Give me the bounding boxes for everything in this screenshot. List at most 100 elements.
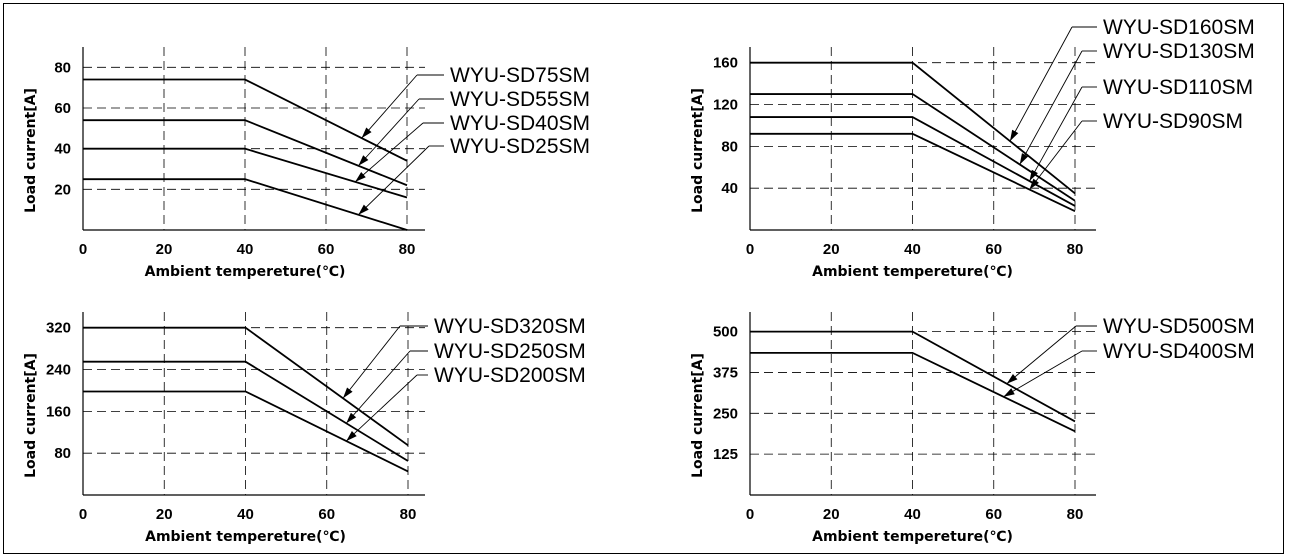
y-tick-label: 375 bbox=[713, 364, 738, 381]
x-tick-label: 20 bbox=[823, 506, 840, 523]
arrowhead bbox=[1029, 178, 1039, 190]
y-tick-label: 80 bbox=[54, 445, 71, 462]
leader-line bbox=[342, 325, 401, 399]
series-line bbox=[750, 330, 1076, 423]
y-axis-label: Load current[A] bbox=[690, 88, 706, 213]
series-line bbox=[83, 78, 408, 162]
x-tick-label: 40 bbox=[904, 506, 921, 523]
leader-line bbox=[1019, 50, 1083, 165]
legend-label: WYU-SD110SM bbox=[1103, 76, 1253, 99]
y-tick-label: 40 bbox=[721, 180, 738, 197]
x-axis-label: Ambient tempereture(℃) bbox=[812, 529, 1013, 545]
legend-label: WYU-SD90SM bbox=[1103, 110, 1243, 133]
legend-label: WYU-SD400SM bbox=[1103, 340, 1255, 363]
arrowhead bbox=[361, 127, 372, 139]
leader-line bbox=[361, 74, 418, 139]
arrowhead bbox=[346, 412, 357, 424]
arrowhead bbox=[346, 431, 357, 442]
x-tick-label: 0 bbox=[79, 241, 87, 258]
y-axis-label: Load current[A] bbox=[23, 353, 39, 478]
x-axis-label: Ambient tempereture(℃) bbox=[145, 264, 346, 280]
y-axis-label: Load current[A] bbox=[23, 88, 39, 213]
x-tick-label: 0 bbox=[79, 506, 87, 523]
x-tick-label: 80 bbox=[399, 241, 416, 258]
series-line bbox=[83, 390, 409, 473]
series-line bbox=[83, 326, 409, 447]
x-tick-label: 20 bbox=[156, 506, 173, 523]
x-axis-label: Ambient tempereture(℃) bbox=[145, 529, 346, 545]
leader-line bbox=[1006, 325, 1077, 385]
x-tick-label: 80 bbox=[400, 506, 417, 523]
legend-label: WYU-SD200SM bbox=[434, 364, 586, 387]
arrowhead bbox=[358, 204, 369, 215]
y-tick-label: 160 bbox=[713, 55, 738, 72]
figure-frame bbox=[3, 3, 1284, 554]
y-tick-label: 80 bbox=[54, 59, 71, 76]
legend-label: WYU-SD40SM bbox=[450, 112, 590, 135]
x-tick-label: 60 bbox=[318, 506, 335, 523]
arrowhead bbox=[1019, 153, 1029, 165]
y-tick-label: 80 bbox=[721, 138, 738, 155]
x-tick-label: 80 bbox=[1067, 241, 1084, 258]
legend-label: WYU-SD55SM bbox=[450, 88, 590, 111]
y-tick-label: 40 bbox=[54, 141, 71, 158]
chart-panel-1: 0 20 40 60 80 20 40 60 80 Ambient tempereture(℃) L… bbox=[23, 47, 590, 280]
x-tick-label: 0 bbox=[746, 241, 754, 258]
leader-line bbox=[1009, 26, 1073, 142]
arrowhead bbox=[343, 387, 353, 399]
y-tick-label: 250 bbox=[713, 405, 738, 422]
leader-line bbox=[1029, 120, 1083, 190]
y-axis-label: Load current[A] bbox=[690, 353, 706, 478]
arrowhead bbox=[1010, 129, 1019, 142]
y-tick-label: 20 bbox=[54, 181, 71, 198]
series-line bbox=[750, 61, 1076, 195]
x-tick-label: 20 bbox=[156, 241, 173, 258]
leader-line bbox=[345, 374, 418, 442]
x-tick-label: 20 bbox=[823, 241, 840, 258]
x-tick-label: 40 bbox=[237, 241, 254, 258]
legend-label: WYU-SD25SM bbox=[450, 135, 590, 158]
x-tick-label: 40 bbox=[237, 506, 254, 523]
leader-line bbox=[345, 350, 411, 424]
legend-label: WYU-SD130SM bbox=[1103, 40, 1255, 63]
leader-line bbox=[354, 122, 424, 183]
y-tick-label: 60 bbox=[54, 100, 71, 117]
x-tick-label: 40 bbox=[904, 241, 921, 258]
y-tick-label: 240 bbox=[46, 362, 71, 379]
legend-label: WYU-SD250SM bbox=[434, 340, 586, 363]
x-tick-label: 80 bbox=[1067, 506, 1084, 523]
x-tick-label: 0 bbox=[746, 506, 754, 523]
series-line bbox=[750, 132, 1076, 212]
series-line bbox=[83, 360, 409, 462]
arrowhead bbox=[1003, 388, 1015, 397]
x-tick-label: 60 bbox=[985, 241, 1002, 258]
x-tick-label: 60 bbox=[318, 241, 335, 258]
leader-line bbox=[358, 98, 420, 167]
arrowhead bbox=[1029, 169, 1038, 182]
y-tick-label: 160 bbox=[46, 403, 71, 420]
series-line bbox=[750, 93, 1076, 202]
arrowhead bbox=[1006, 373, 1018, 384]
chart-panel-2: 0 20 40 60 80 40 80 120 160 Ambient tempereture(℃… bbox=[690, 16, 1255, 280]
series-line bbox=[750, 351, 1076, 433]
series-line bbox=[83, 147, 408, 199]
leader-line bbox=[1003, 350, 1083, 398]
leader-line bbox=[358, 145, 430, 216]
x-axis-label: Ambient tempereture(℃) bbox=[812, 264, 1013, 280]
arrowhead bbox=[355, 171, 366, 182]
series-line bbox=[83, 178, 408, 231]
series-line bbox=[83, 119, 408, 187]
y-tick-label: 500 bbox=[713, 324, 738, 341]
y-tick-label: 120 bbox=[713, 97, 738, 114]
leader-line bbox=[1029, 86, 1083, 182]
legend-label: WYU-SD320SM bbox=[434, 315, 586, 338]
chart-panel-4: 0 20 40 60 80 125 250 375 500 Ambient tempereture… bbox=[690, 312, 1255, 545]
series-line bbox=[750, 116, 1076, 207]
arrowhead bbox=[358, 155, 369, 166]
legend-label: WYU-SD75SM bbox=[450, 64, 590, 87]
chart-panel-3: 0 20 40 60 80 80 160 240 320 Ambient tempereture(… bbox=[23, 312, 586, 545]
y-tick-label: 125 bbox=[713, 446, 738, 463]
legend-label: WYU-SD160SM bbox=[1103, 16, 1255, 39]
y-tick-label: 320 bbox=[46, 320, 71, 337]
